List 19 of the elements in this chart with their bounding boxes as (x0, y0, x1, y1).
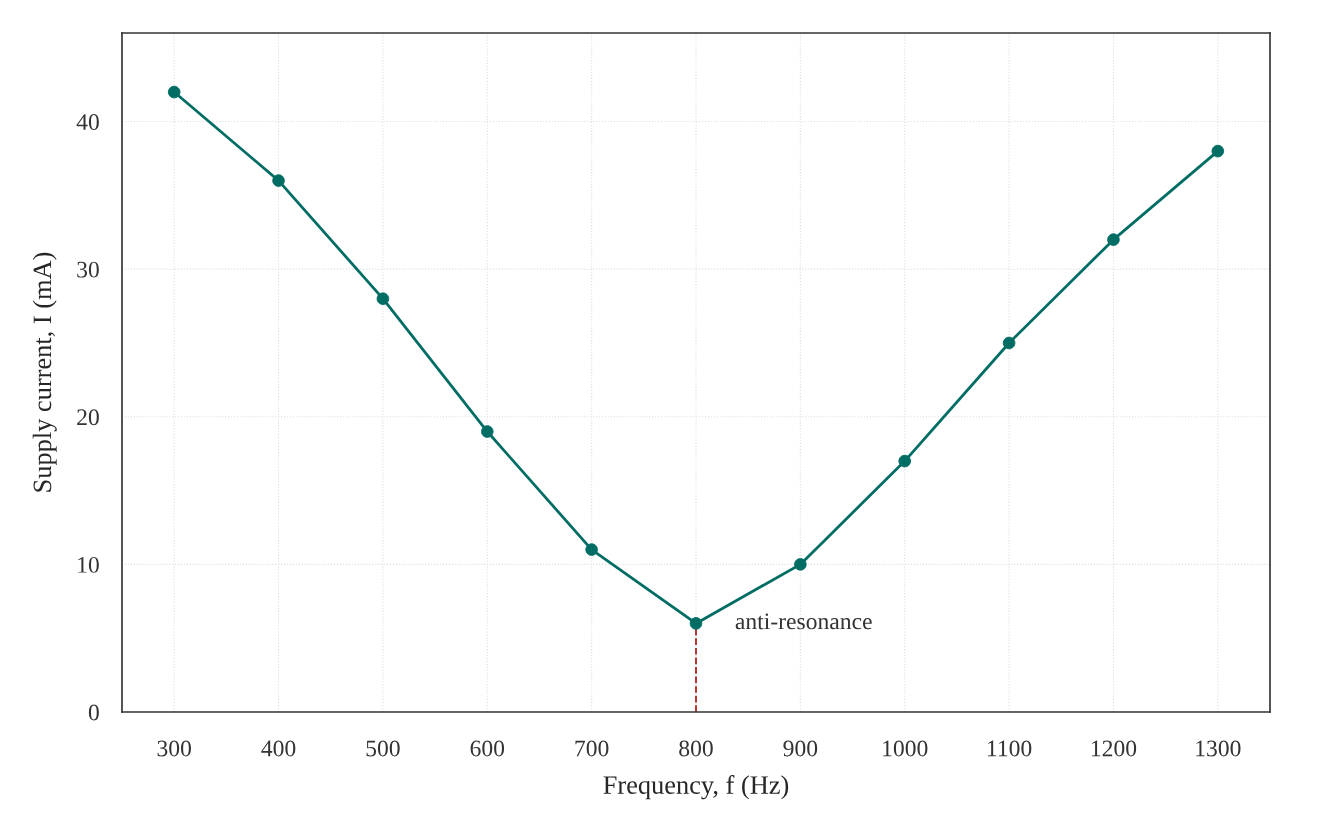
x-tick-label: 400 (261, 740, 296, 757)
x-tick-label: 300 (157, 740, 191, 757)
x-tick-label: 1000 (883, 740, 928, 757)
y-tick-label: 10 (78, 556, 99, 573)
y-axis-title: Supply current, I (mA) (32, 252, 57, 492)
x-tick-label: 700 (575, 740, 609, 757)
y-tick-label: 20 (77, 409, 99, 426)
x-tick-label: 800 (679, 740, 713, 757)
x-tick-label: 1100 (988, 740, 1032, 757)
x-axis-title: Frequency, f (Hz) (603, 775, 789, 800)
y-tick-label: 40 (76, 114, 99, 130)
y-tick-label: 30 (77, 261, 99, 278)
annotation: anti-resonance (735, 613, 872, 630)
x-tick-label: 500 (366, 740, 400, 757)
x-tick-label: 1200 (1091, 740, 1137, 757)
x-tick-label: 600 (470, 740, 505, 757)
y-tick-label: 0 (88, 704, 99, 721)
x-tick-label: 900 (783, 740, 818, 757)
x-tick-label: 1300 (1196, 740, 1241, 757)
